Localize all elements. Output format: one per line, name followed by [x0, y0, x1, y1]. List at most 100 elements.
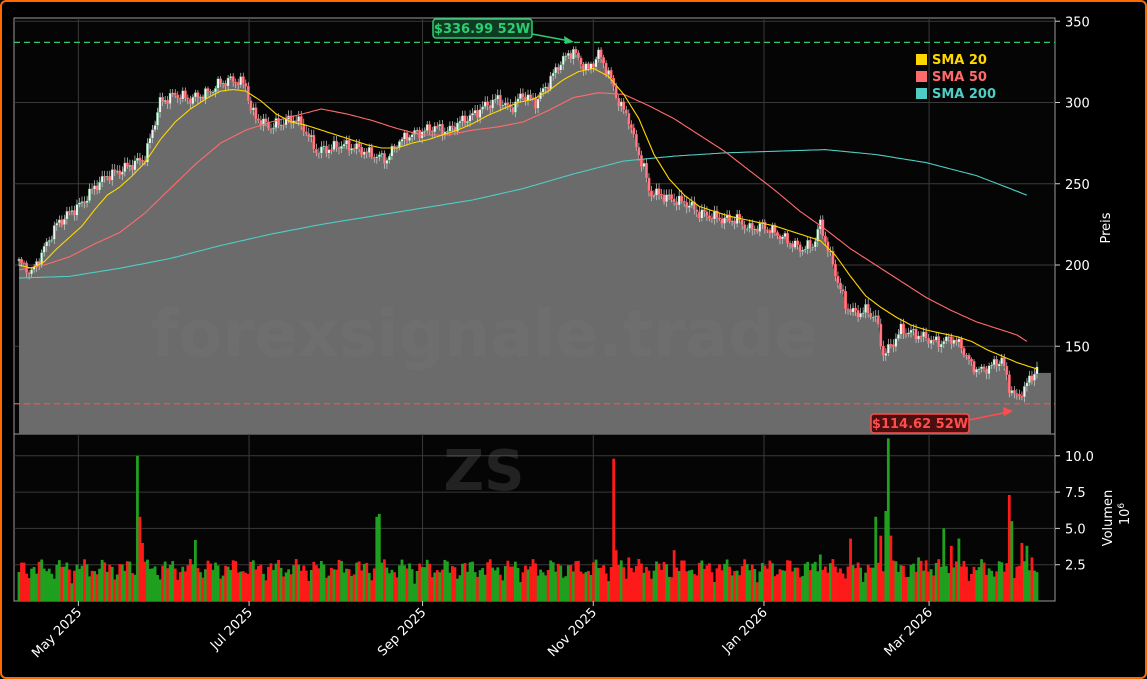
volume-bar	[302, 565, 306, 601]
candle-body	[304, 131, 308, 134]
candle-body	[720, 218, 724, 224]
volume-bar	[539, 569, 542, 601]
volume-bar	[388, 573, 391, 601]
volume-bar	[214, 562, 217, 601]
candle-body	[692, 201, 696, 210]
candle-body	[561, 55, 565, 66]
candle-body	[604, 62, 608, 75]
volume-bar	[927, 571, 931, 601]
candle-body	[902, 323, 905, 334]
volume-bar	[912, 563, 915, 601]
volume-bar	[665, 564, 668, 601]
volume-bar	[919, 560, 923, 601]
volume-bar	[413, 583, 417, 601]
candle-body	[156, 112, 159, 126]
candle-body	[650, 190, 653, 197]
candle-body	[362, 151, 366, 155]
volume-bar	[186, 565, 190, 601]
volume-bar	[836, 572, 840, 601]
candle-body	[410, 134, 414, 138]
volume-bar	[322, 564, 326, 601]
volume-bar	[844, 578, 847, 601]
volume-bar	[141, 542, 144, 601]
volume-bar	[239, 571, 243, 601]
candle-body	[352, 148, 356, 150]
volume-bar	[110, 566, 114, 601]
candle-body	[476, 110, 480, 118]
candle-body	[960, 338, 963, 349]
time-tick-label: Mar 2026	[882, 605, 936, 659]
volume-bar	[440, 569, 444, 601]
candle-body	[554, 66, 558, 74]
volume-bar	[246, 573, 250, 601]
volume-bar	[491, 567, 495, 601]
volume-bar	[546, 569, 550, 601]
candle-body	[224, 83, 228, 87]
volume-bar	[468, 562, 472, 601]
volume-bar	[128, 561, 132, 601]
volume-bar	[337, 559, 341, 601]
volume-bar	[791, 571, 794, 601]
candle-body	[75, 204, 79, 216]
candle-body	[458, 121, 462, 124]
candle-body	[423, 130, 427, 133]
volume-bar	[965, 566, 968, 601]
candle-body	[196, 92, 200, 99]
candle-body	[486, 101, 490, 106]
volume-bar	[909, 565, 913, 601]
volume-bar	[80, 565, 84, 601]
volume-bar	[279, 567, 283, 601]
volume-bar	[282, 576, 285, 601]
volume-bar	[93, 571, 96, 601]
candle-body	[50, 239, 54, 241]
candle-body	[793, 240, 797, 248]
candle-body	[168, 93, 172, 105]
candle-body	[153, 125, 157, 131]
candle-body	[735, 213, 739, 225]
legend-swatch-sma20	[916, 54, 927, 65]
volume-bar	[183, 571, 187, 601]
candle-body	[884, 353, 888, 356]
volume-bar	[592, 562, 595, 601]
candle-body	[322, 145, 326, 148]
candle-body	[569, 53, 573, 60]
volume-bar	[816, 571, 820, 601]
candle-body	[582, 64, 585, 71]
volume-bar	[798, 577, 802, 601]
candle-body	[1023, 386, 1026, 398]
volume-bar	[854, 568, 857, 601]
candle-body	[236, 82, 240, 86]
candle-body	[768, 230, 772, 234]
volume-bar	[604, 573, 608, 601]
candle-body	[204, 88, 207, 100]
volume-bar	[496, 567, 500, 601]
volume-bar	[891, 560, 895, 601]
volume-bar	[937, 559, 941, 601]
volume-bar	[105, 571, 109, 601]
volume-bar	[196, 568, 200, 601]
volume-bar	[408, 563, 411, 601]
volume-bar	[327, 575, 331, 601]
candle-body	[377, 154, 381, 158]
volume-bar	[342, 572, 346, 601]
volume-bar	[700, 560, 704, 601]
volume-bar	[307, 580, 311, 601]
moving-averages	[18, 67, 1038, 370]
volume-bar	[1033, 570, 1036, 601]
volume-bar	[151, 568, 154, 601]
volume-bar	[508, 566, 512, 601]
candle-body	[209, 90, 212, 93]
candle-body	[1007, 374, 1011, 394]
candle-body	[279, 124, 283, 127]
volume-tick-label: 2.5	[1065, 559, 1086, 574]
candle-body	[503, 102, 507, 106]
legend-label-sma50: SMA 50	[932, 70, 987, 85]
candle-body	[430, 130, 434, 133]
candle-body	[120, 171, 124, 175]
candle-body	[501, 104, 505, 107]
candle-body	[992, 359, 996, 366]
candle-body	[45, 241, 49, 247]
candle-body	[133, 160, 137, 171]
low-annotation-arrowhead	[1003, 407, 1013, 416]
